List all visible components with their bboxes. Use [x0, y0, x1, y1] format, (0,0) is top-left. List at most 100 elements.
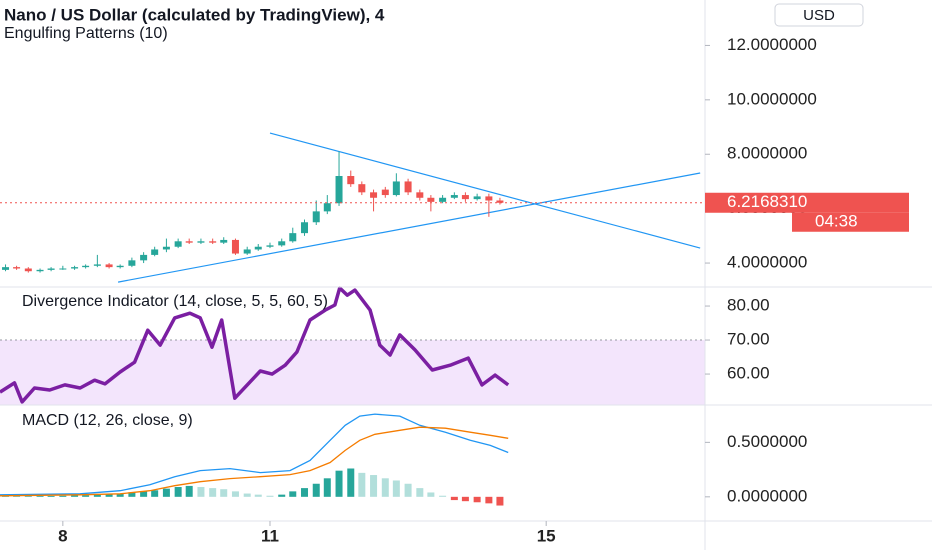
histogram-bar — [162, 488, 170, 497]
candle-body — [370, 192, 378, 198]
countdown-label: 04:38 — [815, 212, 858, 231]
histogram-bar — [93, 494, 101, 497]
histogram-bar — [105, 494, 113, 497]
histogram-bar — [358, 472, 366, 497]
candle-body — [335, 176, 343, 204]
histogram-bar — [416, 488, 424, 497]
candle-body — [266, 245, 274, 247]
candle-body — [185, 241, 193, 243]
histogram-bar — [185, 485, 193, 497]
histogram-bar — [197, 487, 205, 497]
candle-body — [404, 181, 412, 193]
candle-body — [140, 254, 148, 261]
y-tick-label: 80.00 — [727, 296, 770, 315]
histogram-bar — [174, 487, 182, 497]
histogram-bar — [439, 495, 447, 497]
histogram-bar — [243, 493, 251, 497]
y-tick-label: 70.00 — [727, 330, 770, 349]
histogram-bar — [140, 491, 148, 497]
candle-body — [439, 197, 447, 202]
candle-body — [347, 176, 355, 185]
y-tick-label: 12.0000000 — [727, 35, 817, 54]
histogram-bar — [312, 483, 320, 497]
candle-body — [13, 267, 21, 269]
candle-body — [24, 268, 32, 272]
histogram-bar — [450, 496, 458, 501]
trend-line — [117, 172, 701, 283]
candle-body — [105, 264, 113, 268]
histogram-bar — [128, 492, 136, 497]
macd-line — [0, 413, 509, 496]
histogram-bar — [254, 494, 262, 497]
indicator-title: Divergence Indicator (14, close, 5, 5, 6… — [22, 293, 328, 310]
indicator-title: Engulfing Patterns (10) — [4, 25, 168, 42]
candle-body — [312, 211, 320, 223]
histogram-bar — [347, 468, 355, 497]
histogram-bar — [323, 478, 331, 497]
histogram-bar — [231, 491, 239, 497]
candle-body — [36, 269, 44, 272]
histogram-bar — [370, 475, 378, 497]
histogram-bar — [209, 488, 217, 497]
histogram-bar — [2, 496, 10, 497]
histogram-bar — [24, 496, 32, 497]
histogram-bar — [427, 492, 435, 497]
candle-body — [427, 197, 435, 202]
histogram-bar — [392, 480, 400, 497]
last-price-box — [705, 192, 909, 213]
histogram-bar — [71, 495, 79, 497]
histogram-bar — [473, 496, 481, 503]
last-price-label: 6.2168310 — [727, 192, 807, 211]
candle-body — [254, 246, 262, 250]
candle-body — [485, 196, 493, 201]
histogram-bar — [59, 495, 67, 497]
indicator-line — [0, 286, 510, 404]
band — [0, 340, 705, 405]
candle-body — [162, 246, 170, 250]
candle-body — [289, 233, 297, 242]
indicator-title: MACD (12, 26, close, 9) — [22, 412, 193, 429]
x-tick-label: 11 — [261, 526, 279, 545]
candle-body — [473, 196, 481, 200]
countdown-box — [792, 212, 909, 232]
histogram-bar — [266, 495, 274, 497]
candle-body — [231, 239, 239, 254]
candle-body — [496, 200, 504, 203]
y-tick-label: 0.5000000 — [727, 432, 807, 451]
candle-body — [381, 189, 389, 196]
currency-button[interactable] — [774, 3, 864, 27]
candle-body — [197, 241, 205, 243]
histogram-bar — [289, 491, 297, 497]
candle-body — [358, 184, 366, 193]
candle-body — [151, 249, 159, 255]
candle-body — [301, 222, 309, 234]
histogram-bar — [496, 496, 504, 506]
candle-body — [209, 241, 217, 243]
candle-body — [59, 268, 67, 270]
histogram-bar — [36, 496, 44, 497]
histogram-bar — [485, 496, 493, 504]
x-tick-label: 8 — [58, 526, 67, 545]
histogram-bar — [404, 483, 412, 497]
y-tick-label: 60.00 — [727, 364, 770, 383]
candle-body — [450, 195, 458, 198]
plot-area — [0, 132, 705, 506]
candle-body — [128, 260, 136, 266]
currency-label[interactable]: USD — [803, 7, 835, 24]
candle-body — [323, 203, 331, 212]
histogram-bar — [335, 470, 343, 497]
chart-title: Nano / US Dollar (calculated by TradingV… — [4, 5, 385, 24]
histogram-bar — [461, 496, 469, 502]
candle-body — [47, 268, 55, 270]
histogram-bar — [220, 489, 228, 497]
candle-body — [174, 241, 182, 247]
histogram-bar — [151, 490, 159, 497]
y-tick-label: 8.0000000 — [727, 144, 807, 163]
x-tick-label: 15 — [537, 526, 556, 545]
candle-body — [278, 241, 286, 246]
y-tick-label: 10.0000000 — [727, 89, 817, 108]
histogram-bar — [13, 496, 21, 497]
